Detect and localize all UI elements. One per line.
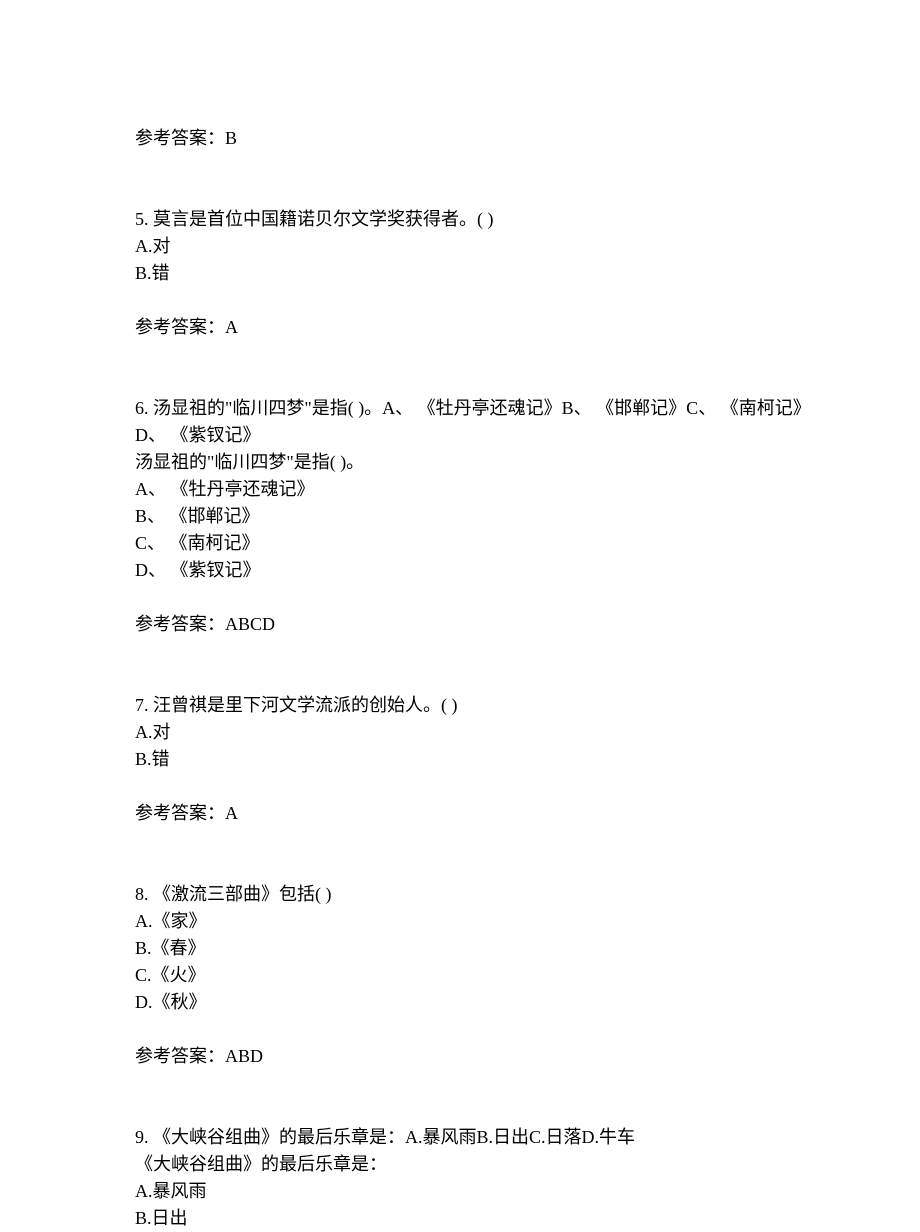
q6-option-d: D、 《紫钗记》 bbox=[135, 557, 820, 584]
q6-text-line2: 汤显祖的"临川四梦"是指( )。 bbox=[135, 449, 820, 476]
q5-option-a: A.对 bbox=[135, 233, 820, 260]
q7-text: 7. 汪曾祺是里下河文学流派的创始人。( ) bbox=[135, 692, 820, 719]
q9-text-line1: 9. 《大峡谷组曲》的最后乐章是：A.暴风雨B.日出C.日落D.牛车 bbox=[135, 1124, 820, 1151]
q5-option-b: B.错 bbox=[135, 260, 820, 287]
q7-option-a: A.对 bbox=[135, 719, 820, 746]
q6-option-b: B、 《邯郸记》 bbox=[135, 503, 820, 530]
q6-text-line1: 6. 汤显祖的"临川四梦"是指( )。A、 《牡丹亭还魂记》B、 《邯郸记》C、… bbox=[135, 395, 820, 449]
q9-text-line2: 《大峡谷组曲》的最后乐章是： bbox=[135, 1151, 820, 1178]
question-7: 7. 汪曾祺是里下河文学流派的创始人。( ) A.对 B.错 bbox=[135, 692, 820, 773]
q8-answer: 参考答案：ABD bbox=[135, 1043, 820, 1070]
q8-text: 8. 《激流三部曲》包括( ) bbox=[135, 881, 820, 908]
question-5: 5. 莫言是首位中国籍诺贝尔文学奖获得者。( ) A.对 B.错 bbox=[135, 206, 820, 287]
q6-option-a: A、 《牡丹亭还魂记》 bbox=[135, 476, 820, 503]
prev-answer: 参考答案：B bbox=[135, 125, 820, 152]
q6-answer: 参考答案：ABCD bbox=[135, 611, 820, 638]
q5-text: 5. 莫言是首位中国籍诺贝尔文学奖获得者。( ) bbox=[135, 206, 820, 233]
q8-option-a: A.《家》 bbox=[135, 908, 820, 935]
q8-option-b: B.《春》 bbox=[135, 935, 820, 962]
q6-option-c: C、 《南柯记》 bbox=[135, 530, 820, 557]
q9-option-a: A.暴风雨 bbox=[135, 1178, 820, 1205]
question-9: 9. 《大峡谷组曲》的最后乐章是：A.暴风雨B.日出C.日落D.牛车 《大峡谷组… bbox=[135, 1124, 820, 1232]
q8-option-c: C.《火》 bbox=[135, 962, 820, 989]
q7-option-b: B.错 bbox=[135, 746, 820, 773]
question-8: 8. 《激流三部曲》包括( ) A.《家》 B.《春》 C.《火》 D.《秋》 bbox=[135, 881, 820, 1016]
q9-option-b: B.日出 bbox=[135, 1205, 820, 1232]
q5-answer: 参考答案：A bbox=[135, 314, 820, 341]
question-6: 6. 汤显祖的"临川四梦"是指( )。A、 《牡丹亭还魂记》B、 《邯郸记》C、… bbox=[135, 395, 820, 584]
q8-option-d: D.《秋》 bbox=[135, 989, 820, 1016]
q7-answer: 参考答案：A bbox=[135, 800, 820, 827]
